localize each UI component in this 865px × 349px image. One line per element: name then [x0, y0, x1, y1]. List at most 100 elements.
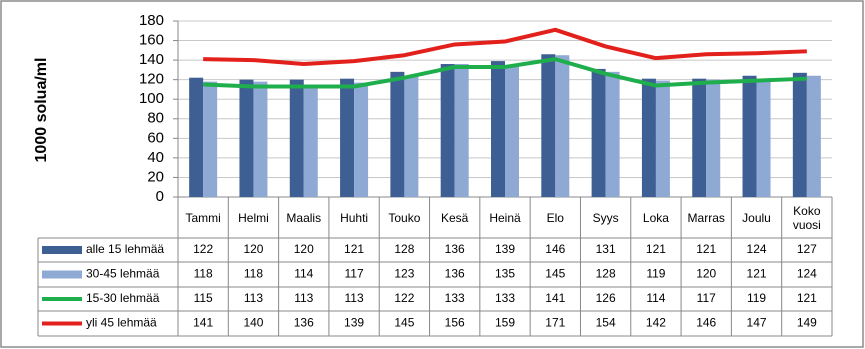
table-value: 156 [445, 316, 465, 330]
table-value: 121 [747, 267, 767, 281]
bar [454, 64, 469, 198]
table-value: 119 [646, 267, 665, 281]
table-value: 113 [244, 291, 263, 305]
table-value: 136 [294, 316, 314, 330]
table-value: 119 [747, 291, 766, 305]
legend-label: 15-30 lehmää [86, 291, 160, 305]
table-value: 171 [545, 316, 565, 330]
table-value: 136 [445, 242, 465, 256]
table-value: 122 [394, 291, 414, 305]
table-value: 128 [596, 267, 616, 281]
bar [706, 79, 721, 197]
table-value: 120 [696, 267, 716, 281]
x-tick-label: Koko vuosi [792, 204, 821, 232]
bar [289, 79, 304, 197]
table-value: 131 [596, 242, 616, 256]
bar [756, 78, 771, 197]
x-tick-label: Huhti [340, 211, 369, 225]
bar [440, 64, 455, 198]
bar [692, 78, 707, 197]
table-value: 126 [596, 291, 616, 305]
table-value: 128 [394, 242, 414, 256]
table-value: 140 [243, 316, 263, 330]
bar [591, 68, 606, 198]
bar [404, 76, 419, 197]
table-value: 121 [646, 242, 666, 256]
x-tick-label: Marras [687, 211, 725, 225]
bar [203, 81, 218, 197]
table-value: 121 [797, 291, 817, 305]
legend-label: alle 15 lehmää [86, 242, 164, 256]
bar [491, 61, 505, 197]
table-value: 124 [797, 267, 817, 281]
bar [605, 71, 620, 197]
y-tick-label: 20 [147, 168, 164, 185]
bar [303, 85, 318, 197]
table-value: 146 [696, 316, 716, 330]
table-value: 114 [646, 291, 665, 305]
table-value: 145 [545, 267, 565, 281]
line [203, 57, 807, 89]
x-tick-label: Loka [642, 211, 669, 225]
legend-key [42, 246, 82, 254]
bar [189, 77, 204, 197]
y-tick-label: 0 [156, 188, 164, 205]
table-value: 117 [697, 291, 716, 305]
table-value: 133 [495, 291, 515, 305]
bar [555, 55, 570, 197]
bar [390, 71, 405, 197]
table-value: 118 [194, 267, 213, 281]
table-value: 118 [244, 267, 263, 281]
table-value: 113 [345, 291, 364, 305]
table-value: 121 [696, 242, 716, 256]
table-value: 136 [445, 267, 465, 281]
table-value: 121 [344, 242, 364, 256]
x-tick-label: Kesä [441, 211, 469, 225]
bar [792, 72, 807, 197]
bar [354, 82, 369, 197]
line [203, 27, 807, 67]
bar [340, 78, 355, 197]
table-value: 122 [193, 242, 213, 256]
x-tick-label: Touko [388, 211, 421, 225]
y-tick-label: 120 [139, 71, 164, 88]
table-value: 145 [394, 316, 414, 330]
table-value: 123 [394, 267, 414, 281]
legend-label: 30-45 lehmää [86, 267, 160, 281]
table-value: 139 [344, 316, 364, 330]
y-tick-label: 140 [139, 51, 164, 68]
table-value: 127 [797, 242, 817, 256]
table-value: 146 [545, 242, 565, 256]
x-tick-label: Joulu [742, 211, 771, 225]
bar [655, 80, 670, 197]
table-value: 141 [545, 291, 565, 305]
table-value: 141 [193, 316, 213, 330]
table-value: 147 [747, 316, 767, 330]
x-tick-label: Syys [592, 211, 619, 225]
y-tick-label: 100 [139, 90, 164, 107]
bar [742, 75, 757, 197]
table-value: 142 [646, 316, 666, 330]
x-tick-label: Maalis [286, 211, 322, 225]
table-value: 120 [243, 242, 263, 256]
table-value: 124 [747, 242, 767, 256]
table-value: 115 [194, 291, 213, 305]
x-tick-label: Heinä [489, 211, 521, 225]
table-value: 117 [345, 267, 364, 281]
y-tick-label: 180 [139, 12, 164, 29]
bar [641, 78, 656, 197]
table-value: 159 [495, 316, 515, 330]
table-value: 154 [596, 316, 616, 330]
legend-label: yli 45 lehmää [86, 316, 157, 330]
table-value: 120 [294, 242, 314, 256]
table-value: 133 [445, 291, 465, 305]
table-value: 113 [294, 291, 313, 305]
bar [239, 79, 254, 197]
table-value: 114 [294, 267, 313, 281]
y-axis-title: 1000 solua/ml [33, 58, 50, 163]
table-value: 139 [495, 242, 515, 256]
y-tick-label: 60 [147, 129, 164, 146]
x-tick-label: Elo [546, 211, 564, 225]
